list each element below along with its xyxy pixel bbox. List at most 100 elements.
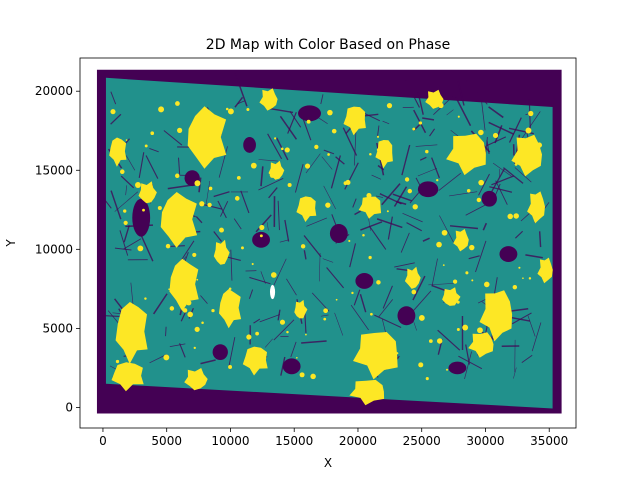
phase-region-low [298,105,321,121]
phase-speckle [194,347,196,349]
phase-speckle [507,214,513,220]
y-tick-label: 5000 [42,321,73,335]
data-gap [270,285,275,299]
phase-region-low [243,137,256,153]
phase-speckle [145,144,148,147]
phase-speckle [537,142,542,147]
phase-speckle [158,106,164,112]
x-tick-label: 15000 [275,434,313,448]
phase-speckle [183,308,188,313]
phase-speckle [529,277,531,279]
phase-speckle [168,288,170,290]
x-tick-label: 10000 [211,434,249,448]
phase-speckle [377,148,380,151]
phase-speckle [186,300,191,305]
phase-speckle [296,357,298,359]
phase-speckle [366,193,371,198]
phase-speckle [413,204,418,209]
phase-speckle [428,99,434,105]
phase-speckle [123,209,126,212]
x-axis-label: X [324,456,332,470]
phase-speckle [175,174,179,178]
phase-speckle [477,327,483,333]
phase-speckle [170,306,175,311]
x-tick-label: 30000 [466,434,504,448]
phase-speckle [199,201,204,206]
phase-speckle [513,285,517,289]
phase-region-low [397,306,415,325]
phase-speckle [426,377,429,380]
phase-speckle [288,183,292,187]
phase-speckle [246,108,249,111]
phase-speckle [226,108,229,111]
phase-speckle [351,292,353,294]
phase-speckle [368,256,371,259]
phase-speckle [280,320,285,325]
phase-speckle [270,172,275,177]
phase-speckle [144,297,146,299]
phase-speckle [110,109,115,114]
phase-speckle [484,282,490,288]
phase-speckle [177,128,182,133]
y-tick-label: 10000 [35,242,73,256]
phase-speckle [396,352,398,354]
phase-speckle [196,279,198,281]
phase-speckle [158,206,162,210]
phase-speckle [370,313,373,316]
y-axis-label: Y [4,239,18,248]
phase-speckle [377,136,379,138]
x-tick-label: 5000 [151,434,182,448]
phase-speckle [425,150,428,153]
phase-speckle [528,111,533,116]
phase-speckle [177,296,180,299]
phase-speckle [332,129,337,134]
phase-speckle [228,108,234,114]
phase-speckle [362,234,365,237]
phase-speckle [195,327,200,332]
phase-speckle [246,334,251,339]
phase-speckle [113,153,118,158]
phase-speckle [251,163,257,169]
phase-speckle [419,315,425,321]
phase-speckle [513,213,518,218]
x-tick-label: 20000 [339,434,377,448]
phase-speckle [229,287,232,290]
phase-speckle [383,351,386,354]
phase-speckle [457,301,460,304]
phase-speckle [348,240,350,242]
phase-speckle [150,131,154,135]
phase-speckle [201,322,204,325]
phase-speckle [469,245,474,250]
phase-speckle [443,264,445,266]
phase-speckle [286,331,288,333]
phase-speckle [281,148,284,151]
phase-speckle [462,325,468,331]
phase-speckle [477,198,481,202]
phase-speckle [487,317,489,319]
phase-speckle [237,176,241,180]
phase-speckle [465,271,468,274]
phase-speckle [207,203,211,207]
phase-speckle [305,163,310,168]
phase-speckle [376,280,380,284]
phase-speckle [135,182,141,188]
phase-speckle [209,187,213,191]
phase-speckle [142,209,145,212]
phase-speckle [225,303,228,306]
phase-speckle [522,277,524,279]
phase-speckle [360,355,363,358]
phase-speckle [438,103,443,108]
phase-speckle [219,228,224,233]
phase-speckle [453,279,457,283]
phase-speckle [457,328,460,331]
phase-speckle [327,153,330,156]
phase-speckle [518,267,520,269]
phase-speckle [369,153,372,156]
phase-speckle [429,339,433,343]
phase-speckle [241,246,244,249]
phase-speckle [187,312,193,318]
phase-speckle [307,120,311,124]
phase-speckle [228,365,232,369]
